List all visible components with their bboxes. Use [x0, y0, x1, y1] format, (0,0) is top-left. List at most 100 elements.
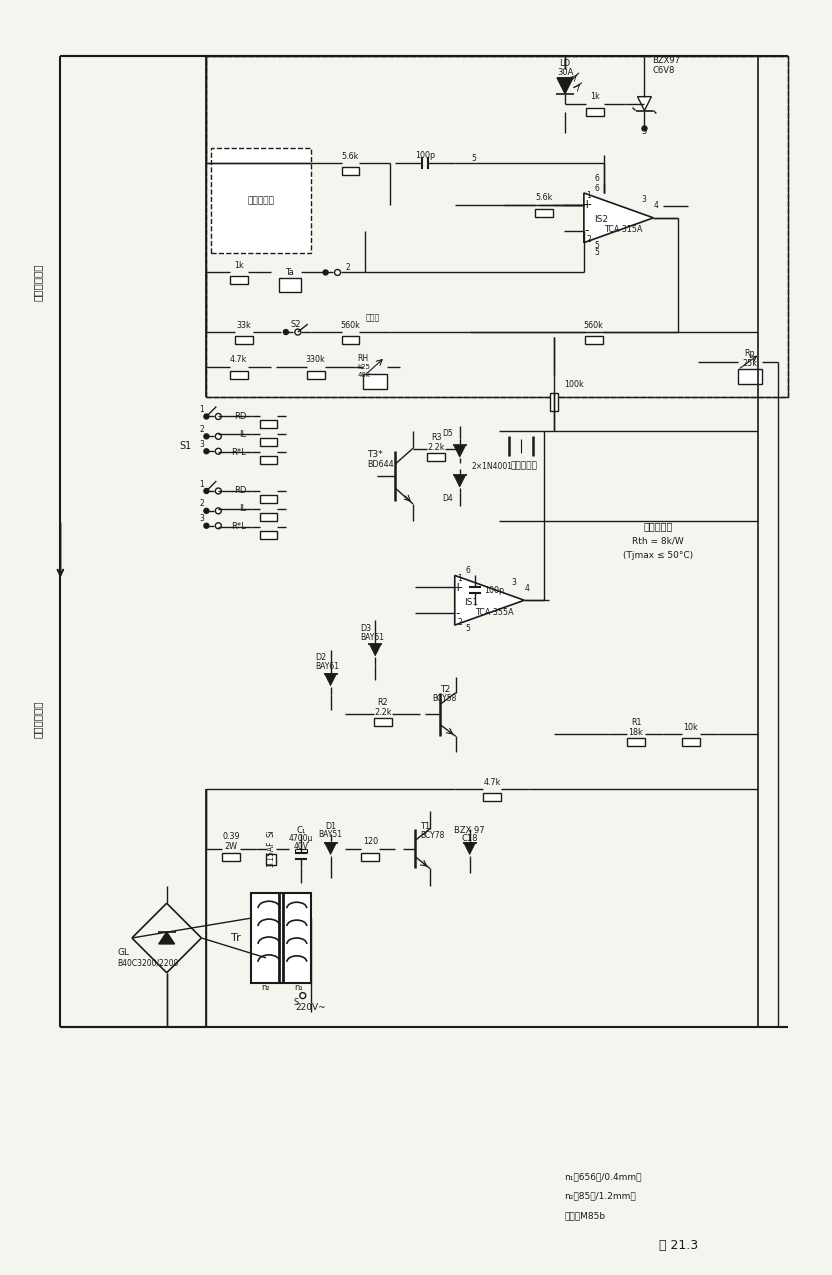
- Text: RD: RD: [234, 412, 246, 421]
- Text: RH: RH: [358, 354, 369, 363]
- Text: -: -: [455, 607, 460, 620]
- Text: 2: 2: [199, 425, 204, 434]
- Polygon shape: [584, 193, 653, 242]
- Text: T2: T2: [439, 685, 450, 694]
- Text: 4: 4: [525, 584, 530, 593]
- Text: 2×1N4001: 2×1N4001: [472, 462, 513, 470]
- Text: 3.15AF: 3.15AF: [266, 840, 275, 867]
- Bar: [251, 894, 310, 983]
- Text: k25: k25: [358, 363, 370, 370]
- Text: 220V~: 220V~: [295, 1003, 326, 1012]
- Circle shape: [215, 434, 221, 440]
- Text: 2: 2: [199, 500, 204, 509]
- Bar: [627, 738, 645, 746]
- Text: C6V8: C6V8: [652, 66, 675, 75]
- Text: 时间继电器: 时间继电器: [248, 196, 275, 205]
- Bar: [361, 853, 379, 861]
- Circle shape: [215, 413, 221, 419]
- Text: S1: S1: [179, 441, 191, 451]
- Text: 6: 6: [594, 184, 599, 193]
- Text: +: +: [582, 199, 592, 212]
- Text: 3: 3: [512, 578, 517, 586]
- Bar: [206, 56, 788, 397]
- Text: 散热器热阻: 散热器热阻: [644, 520, 673, 530]
- Text: C18: C18: [462, 834, 478, 843]
- Text: BZX97: BZX97: [652, 56, 681, 65]
- Text: 3: 3: [641, 195, 646, 204]
- Text: 330k: 330k: [306, 356, 325, 365]
- Text: 0.39
2W: 0.39 2W: [222, 831, 240, 852]
- Circle shape: [284, 329, 289, 334]
- Circle shape: [204, 449, 209, 454]
- Text: 5.6k: 5.6k: [342, 152, 359, 161]
- Text: 4700μ: 4700μ: [289, 834, 313, 843]
- Text: n₁: n₁: [295, 983, 303, 992]
- Text: +: +: [453, 581, 463, 594]
- Text: IS2: IS2: [594, 215, 607, 224]
- Bar: [211, 148, 310, 252]
- Text: 560k: 560k: [340, 320, 360, 330]
- Text: 5: 5: [465, 623, 470, 632]
- Text: 3: 3: [199, 440, 204, 449]
- Circle shape: [204, 414, 209, 419]
- Circle shape: [300, 993, 305, 998]
- Polygon shape: [369, 644, 381, 655]
- Text: 一恒流电路一: 一恒流电路一: [32, 701, 42, 738]
- Bar: [374, 718, 392, 727]
- Text: 1: 1: [199, 405, 204, 414]
- Circle shape: [204, 488, 209, 493]
- Text: B40C3200/2200: B40C3200/2200: [117, 959, 178, 968]
- Bar: [483, 793, 501, 801]
- Text: 40k: 40k: [358, 372, 370, 377]
- Text: LD: LD: [559, 60, 571, 69]
- Polygon shape: [455, 575, 524, 625]
- Text: BAY61: BAY61: [315, 662, 339, 672]
- Text: 3: 3: [199, 514, 204, 523]
- Text: -: -: [585, 224, 589, 237]
- Bar: [235, 337, 253, 344]
- Text: 4: 4: [654, 201, 659, 210]
- Polygon shape: [453, 445, 466, 458]
- Bar: [364, 374, 387, 389]
- Text: 铁芯：M85b: 铁芯：M85b: [564, 1211, 605, 1220]
- Text: 4.7k: 4.7k: [230, 356, 247, 365]
- Bar: [307, 371, 324, 379]
- Text: D3: D3: [360, 623, 372, 632]
- Text: TCA 315A: TCA 315A: [604, 226, 643, 235]
- Text: D1: D1: [325, 822, 336, 831]
- Text: IS1: IS1: [464, 598, 478, 607]
- Text: 图 21.3: 图 21.3: [659, 1239, 698, 1252]
- Polygon shape: [159, 932, 175, 944]
- Circle shape: [204, 523, 209, 528]
- Bar: [738, 368, 761, 384]
- Text: 1: 1: [458, 574, 462, 583]
- Bar: [230, 371, 248, 379]
- Polygon shape: [463, 843, 476, 854]
- Polygon shape: [324, 843, 336, 854]
- Text: 自动切断电路: 自动切断电路: [32, 264, 42, 301]
- Text: 检触点: 检触点: [366, 314, 380, 323]
- Text: Si: Si: [266, 830, 275, 838]
- Bar: [260, 439, 277, 446]
- Polygon shape: [453, 476, 466, 487]
- Text: R*L: R*L: [231, 448, 246, 456]
- Text: 5: 5: [641, 128, 647, 136]
- Text: D4: D4: [443, 495, 453, 504]
- Text: D2: D2: [315, 653, 327, 663]
- Text: S: S: [293, 998, 299, 1007]
- Text: 33k: 33k: [236, 320, 251, 330]
- Text: 40V: 40V: [293, 842, 309, 852]
- Bar: [585, 337, 602, 344]
- Text: 30A: 30A: [557, 69, 573, 78]
- Polygon shape: [324, 673, 336, 686]
- Circle shape: [642, 126, 647, 131]
- Circle shape: [334, 269, 340, 275]
- Circle shape: [215, 523, 221, 529]
- Text: 100k: 100k: [564, 380, 584, 389]
- Bar: [206, 56, 788, 397]
- Circle shape: [295, 329, 301, 335]
- Text: 6: 6: [594, 173, 599, 182]
- Bar: [279, 278, 301, 292]
- Text: R3
2.2k: R3 2.2k: [428, 432, 445, 453]
- Text: 2: 2: [458, 617, 462, 626]
